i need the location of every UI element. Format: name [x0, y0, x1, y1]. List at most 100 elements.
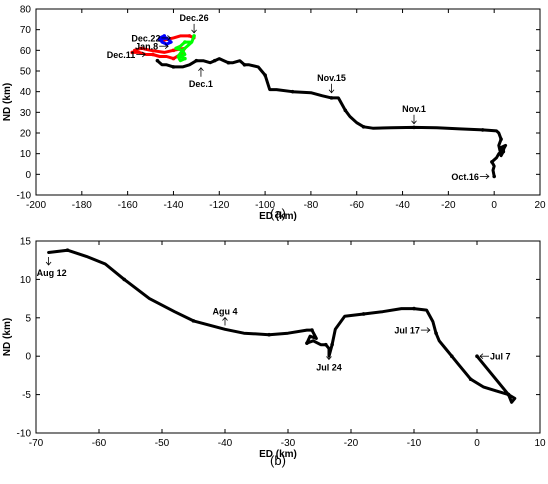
trajectory-point	[162, 34, 167, 38]
trajectory-point	[434, 331, 438, 335]
trajectory-point	[171, 65, 176, 69]
annotation-arrowhead	[485, 173, 490, 180]
trajectory-point	[180, 48, 185, 53]
trajectory-point	[330, 342, 334, 347]
panel-caption: (a)	[270, 206, 286, 221]
trajectory-point	[305, 341, 309, 345]
y-tick-label: -10	[17, 429, 32, 440]
trajectory-point	[187, 34, 192, 38]
trajectory-point	[501, 149, 506, 154]
annotation-arrowhead	[328, 89, 335, 94]
x-tick-label: -100	[255, 200, 275, 211]
x-tick-label: 10	[534, 438, 546, 449]
trajectory-point	[499, 137, 503, 141]
y-axis-label: ND (km)	[2, 83, 13, 121]
trajectory-point	[361, 312, 366, 316]
trajectory-point	[324, 342, 328, 347]
trajectory-point	[155, 58, 160, 63]
trajectory-point	[122, 277, 126, 282]
annotation-label: Nov.15	[317, 73, 346, 83]
x-tick-label: -140	[163, 200, 183, 211]
x-tick-label: -200	[26, 200, 46, 211]
trajectory-point	[475, 354, 479, 359]
y-tick-label: 10	[20, 275, 32, 286]
trajectory-point	[450, 354, 454, 359]
y-tick-label: 80	[20, 5, 32, 16]
annotation-label: Jul 24	[316, 363, 342, 373]
trajectory-series-0	[47, 248, 517, 404]
y-tick-label: 50	[20, 67, 32, 78]
x-tick-label: -160	[118, 200, 138, 211]
trajectory-point	[164, 42, 169, 46]
trajectory-point	[412, 306, 416, 311]
y-tick-label: 10	[20, 149, 32, 160]
trajectory-point	[310, 328, 314, 332]
annotation-label: Aug 12	[37, 268, 67, 278]
x-tick-label: -120	[209, 200, 229, 211]
trajectory-point	[361, 125, 366, 129]
y-tick-label: 40	[20, 87, 32, 98]
trajectory-point	[194, 58, 199, 63]
annotation-arrowhead	[164, 43, 169, 50]
y-tick-label: 0	[25, 352, 31, 363]
x-axis-label: ED (km)	[259, 449, 297, 460]
trajectory-point	[65, 248, 70, 253]
trajectory-point	[192, 34, 196, 38]
annotation-label: Dec.1	[189, 79, 213, 89]
trajectory-point	[490, 160, 494, 164]
trajectory-point	[226, 60, 231, 65]
trajectory-point	[191, 319, 196, 323]
trajectory-point	[130, 50, 135, 55]
trajectory-point	[267, 332, 271, 337]
trajectory-point	[492, 174, 496, 179]
trajectory-point	[480, 128, 485, 132]
annotation-arrowhead	[222, 316, 228, 321]
x-tick-label: -70	[29, 438, 44, 449]
annotation-label: Nov.1	[402, 104, 426, 114]
annotation-arrowhead	[426, 327, 431, 333]
y-tick-label: 15	[20, 237, 32, 248]
trajectory-point	[151, 52, 155, 57]
y-tick-label: 0	[25, 170, 31, 181]
chart-panel-a: -200 -180 -160 -140 -120 -100 -80 -60 -40 -20 0 20-…	[2, 5, 546, 223]
trajectory-point	[171, 48, 176, 53]
y-tick-label: 20	[20, 129, 32, 140]
annotation-arrowhead	[198, 67, 204, 72]
trajectory-point	[157, 38, 162, 42]
trajectory-series-3	[174, 34, 196, 63]
annotation-arrowhead	[191, 29, 197, 34]
x-tick-label: -50	[155, 438, 170, 449]
trajectory-point	[343, 108, 348, 113]
x-tick-label: -180	[72, 200, 92, 211]
trajectory-point	[412, 125, 416, 130]
trajectory-point	[468, 377, 473, 382]
annotation-arrowhead	[411, 120, 417, 125]
x-tick-label: 0	[474, 438, 480, 449]
x-tick-label: -20	[441, 200, 456, 211]
x-tick-label: 0	[491, 200, 497, 211]
panel-caption: (b)	[270, 453, 286, 468]
y-tick-label: 5	[25, 313, 31, 324]
annotation-label: Jan.8	[135, 42, 158, 52]
annotation-label: Oct.16	[451, 172, 479, 182]
annotation-label: Jul 17	[394, 326, 420, 336]
x-tick-label: -10	[407, 438, 422, 449]
trajectory-point	[171, 56, 176, 61]
trajectory-point	[139, 46, 144, 51]
trajectory-point	[183, 40, 187, 44]
y-tick-label: -10	[17, 191, 32, 202]
annotation-arrowhead	[479, 353, 484, 360]
x-tick-label: 20	[534, 200, 546, 211]
plot-frame	[35, 8, 541, 196]
annotation-label: Jul 7	[490, 352, 511, 362]
trajectory-point	[506, 392, 511, 397]
annotation-arrowhead	[141, 51, 146, 58]
trajectory-point	[329, 96, 334, 100]
trajectory-point	[263, 73, 267, 77]
trajectory-point	[212, 58, 217, 63]
y-tick-label: 70	[20, 25, 32, 36]
x-tick-label: -60	[350, 200, 365, 211]
x-tick-label: -80	[304, 200, 319, 211]
x-tick-label: -30	[281, 438, 296, 449]
